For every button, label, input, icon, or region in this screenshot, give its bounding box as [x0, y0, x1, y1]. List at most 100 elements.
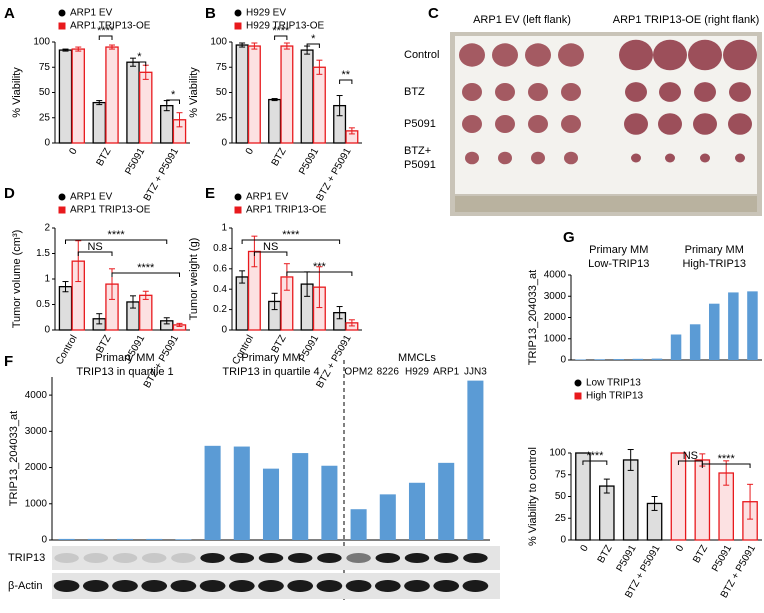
bar: [321, 465, 338, 540]
band: [229, 553, 255, 563]
bar: [622, 459, 639, 541]
legend-label: ARP1 EV: [246, 192, 289, 203]
band: [345, 580, 372, 592]
band: [258, 580, 284, 592]
band: [433, 580, 460, 592]
tumor: [528, 115, 548, 133]
bar: [651, 358, 663, 360]
band: [374, 580, 401, 592]
bar: [599, 485, 615, 541]
x-tick-label: BTZ: [95, 146, 114, 168]
tumor: [528, 83, 548, 101]
y-axis-label: TRIP13_204033_at: [527, 270, 539, 365]
legend-label: Low TRIP13: [586, 378, 641, 389]
legend-label: High TRIP13: [586, 391, 644, 402]
band: [200, 553, 225, 563]
x-tick-label: P5091: [710, 543, 734, 574]
band: [287, 580, 314, 592]
bar: [467, 380, 484, 540]
band: [317, 553, 342, 563]
tumor: [658, 113, 682, 135]
bar: [689, 324, 701, 360]
tumor: [561, 83, 581, 101]
y-axis-label: TRIP13_204033_at: [8, 411, 20, 506]
legend-label: ARP1 EV: [70, 8, 113, 19]
bar: [594, 359, 605, 360]
bar: [613, 359, 625, 360]
significance-label: NS: [263, 241, 278, 253]
y-tick-label: 75: [555, 469, 567, 480]
tumor: [653, 39, 687, 71]
band: [258, 553, 284, 563]
y-tick-label: 4000: [544, 270, 567, 281]
tumor: [495, 115, 515, 133]
tumor: [465, 151, 479, 165]
y-tick-label: 100: [210, 37, 227, 48]
tumor: [564, 151, 578, 165]
band: [141, 553, 167, 563]
significance-label: ****: [137, 262, 155, 274]
tumor: [694, 82, 716, 102]
tumor: [625, 82, 647, 102]
significance-bracket: [64, 239, 168, 244]
blot-label: β-Actin: [8, 580, 42, 592]
legend-marker: [234, 206, 242, 214]
y-tick-label: 25: [39, 112, 51, 123]
y-tick-label: 3000: [544, 291, 567, 302]
bar: [438, 462, 455, 540]
bar: [58, 285, 73, 331]
y-tick-label: 0: [560, 355, 566, 366]
band: [463, 553, 488, 563]
legend-label: H929 EV: [246, 8, 286, 19]
significance-bracket: [274, 35, 288, 40]
significance-label: ****: [282, 229, 300, 241]
x-tick-label: P5091: [615, 543, 639, 574]
tumor: [735, 153, 745, 163]
y-axis-label: % Viability: [11, 67, 23, 118]
x-tick-label: 0: [579, 543, 592, 554]
bar: [747, 291, 758, 360]
tumor: [531, 151, 545, 165]
row-label: Control: [404, 49, 439, 61]
x-tick-label: H929: [405, 367, 429, 378]
y-tick-label: 0.2: [213, 304, 227, 315]
group-sublabel: High-TRIP13: [682, 258, 746, 270]
tumor: [693, 113, 717, 135]
y-tick-label: 1: [221, 223, 227, 234]
y-tick-label: 75: [216, 62, 228, 73]
bar: [116, 538, 134, 540]
group-sublabel: Low-TRIP13: [588, 258, 649, 270]
y-tick-label: 2: [44, 223, 50, 234]
significance-bracket: [111, 272, 181, 277]
panel-letter: C: [428, 5, 439, 22]
significance-label: ****: [718, 453, 736, 465]
x-tick-label: P5091: [297, 146, 321, 177]
y-tick-label: 1000: [544, 333, 567, 344]
tumor: [459, 43, 485, 67]
bar: [575, 359, 586, 360]
band: [433, 553, 459, 563]
bar: [175, 539, 192, 540]
panel-letter: D: [4, 185, 15, 202]
tumor: [624, 113, 648, 135]
bar: [126, 61, 140, 144]
bar: [235, 44, 249, 144]
bar: [632, 358, 644, 360]
row-label: BTZ+: [404, 145, 431, 157]
panel-letter: A: [4, 5, 15, 22]
x-tick-label: P5091: [297, 333, 321, 364]
bar: [105, 46, 119, 144]
bar: [92, 101, 106, 144]
tumor: [462, 83, 482, 101]
x-tick-label: 0: [244, 146, 257, 157]
significance-bracket: [253, 251, 288, 256]
y-tick-label: 0: [41, 535, 47, 546]
band: [170, 580, 197, 592]
x-tick-label: BTZ: [691, 543, 710, 565]
legend-marker: [58, 22, 66, 30]
legend-marker: [574, 392, 582, 400]
legend-label: ARP1 TRIP13-OE: [246, 205, 327, 216]
band: [375, 553, 401, 563]
bar: [139, 294, 153, 331]
